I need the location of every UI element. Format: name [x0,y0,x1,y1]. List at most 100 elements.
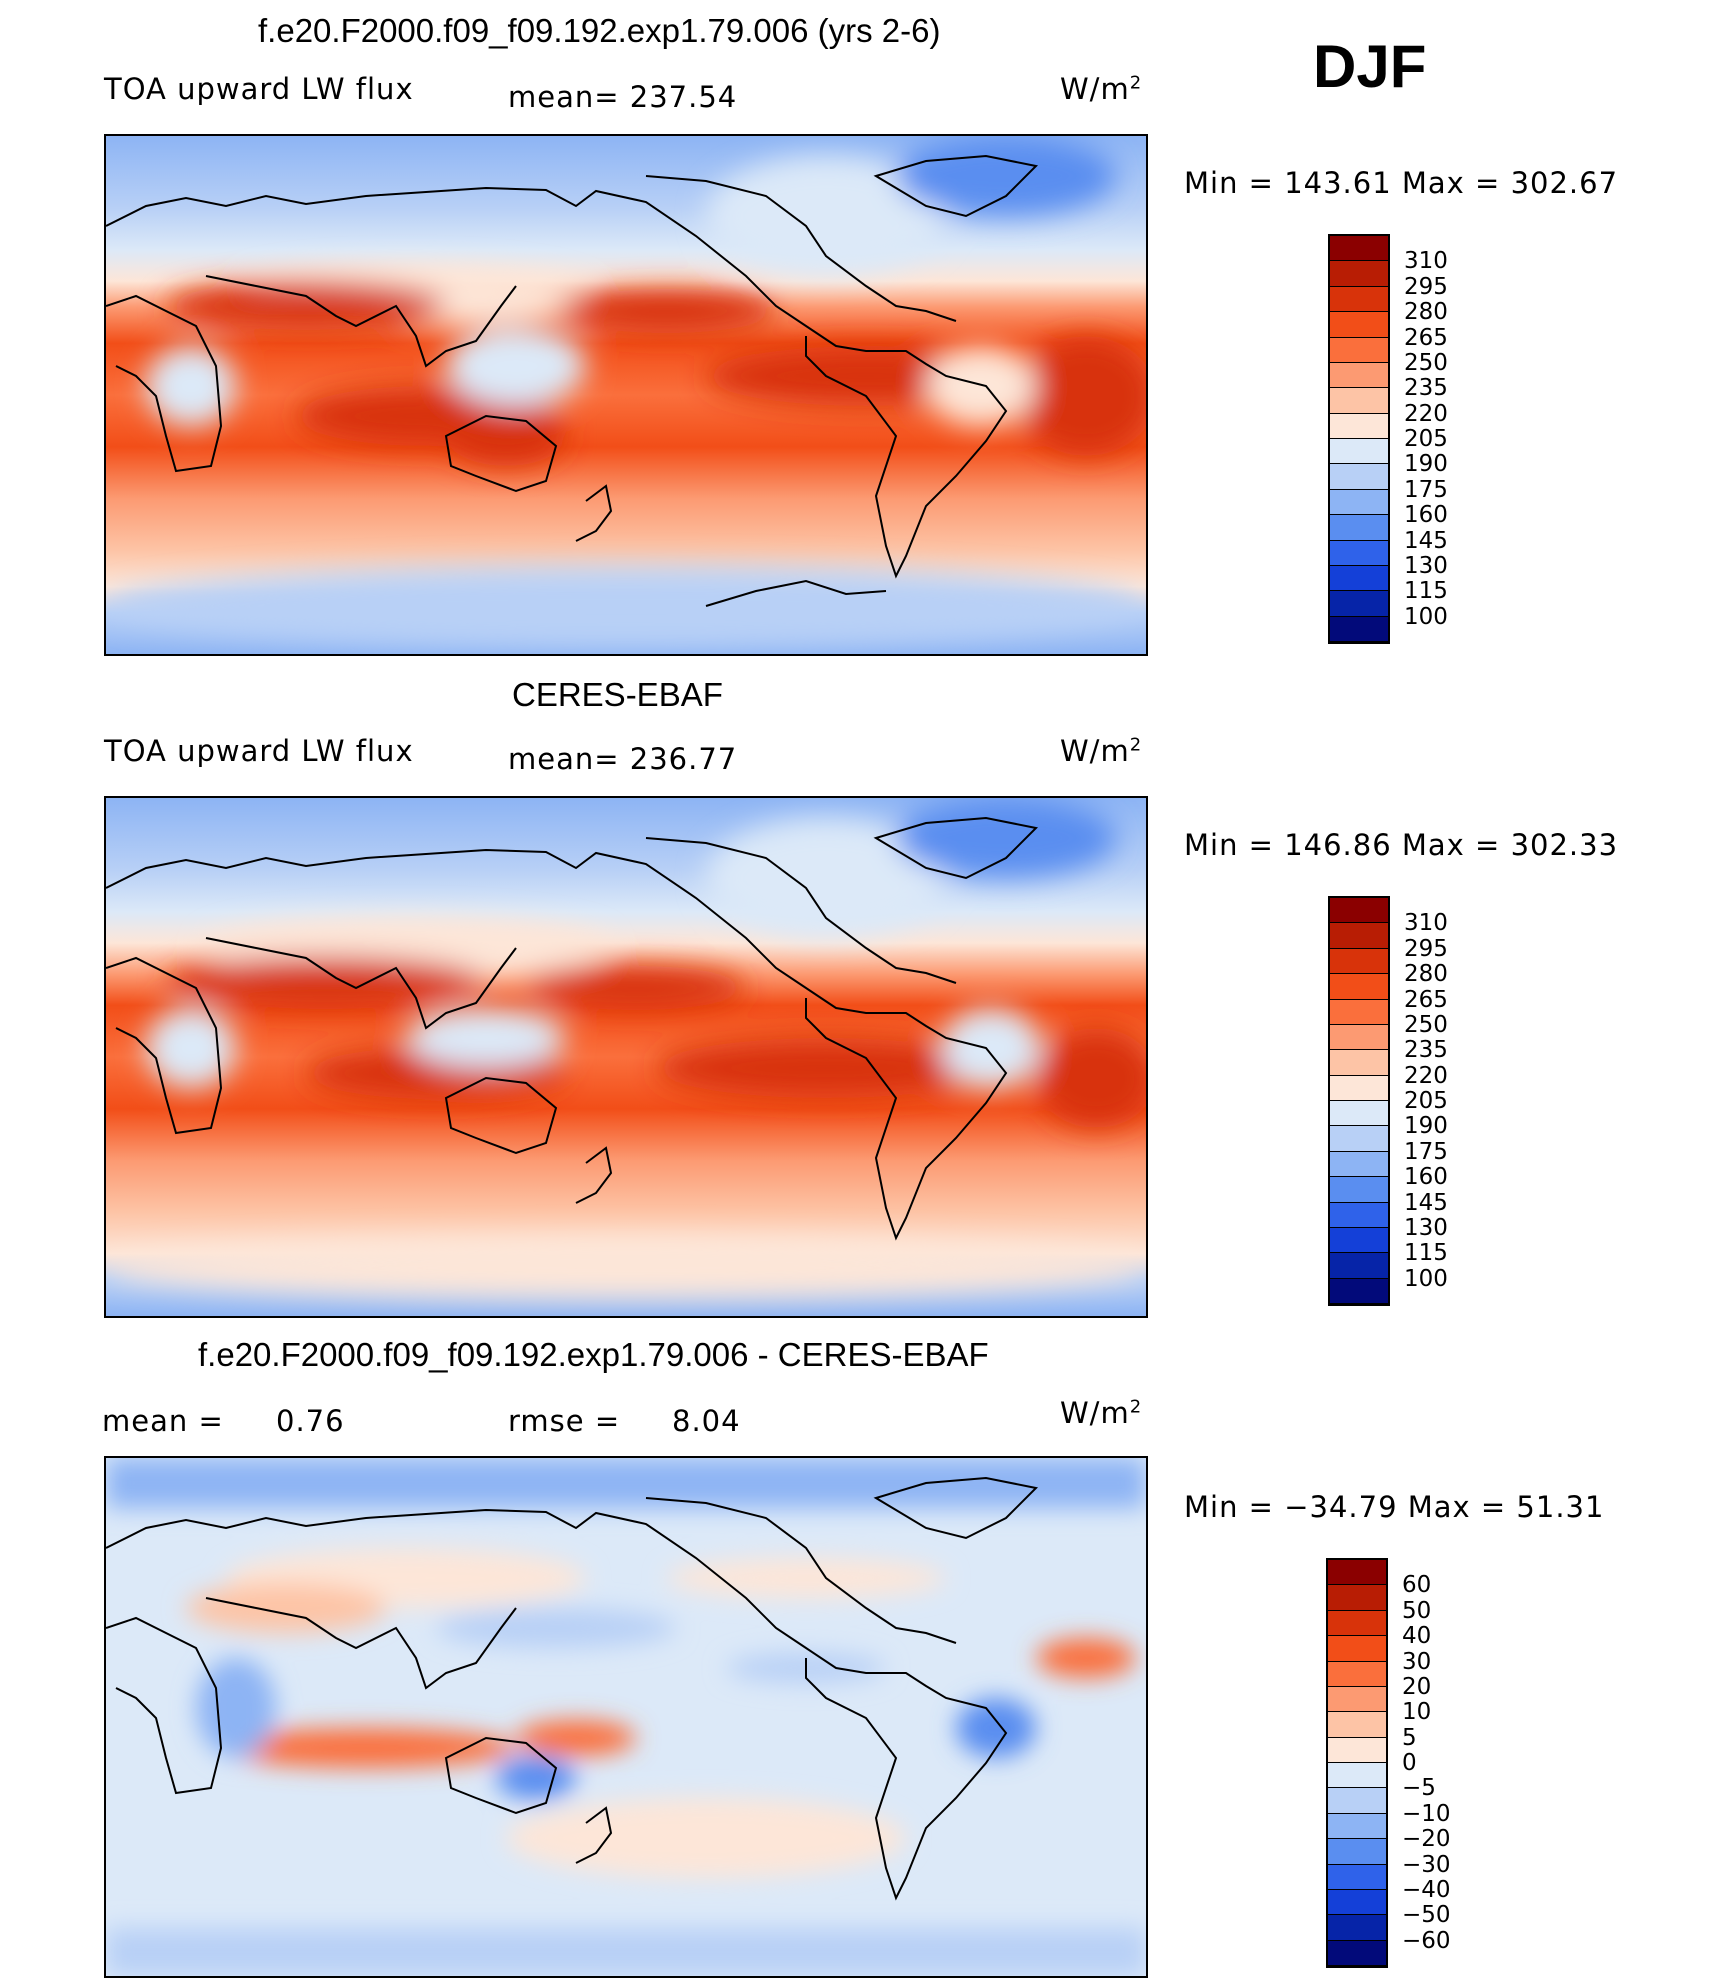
panel-3-rmse-label: rmse = [508,1404,621,1438]
panel-2-units-sup: 2 [1129,734,1143,756]
season-label: DJF [1313,33,1427,100]
panel-2-field [106,798,1146,1316]
panel-2-colorbar: 310 295 280 265 250 235 220 205 190 175 160 145 130 1… [1328,896,1448,1306]
colorbar-swatch [1330,1050,1388,1076]
colorbar-tick-label: 100 [1404,603,1448,630]
colorbar-tick-label: 40 [1402,1623,1432,1650]
panel-2-mean-label: mean= [508,742,620,776]
panel-2-units: W/m2 [1060,734,1142,768]
colorbar-swatch [1330,515,1388,541]
panel-1-units-text: W/m [1060,72,1130,106]
panel-1-colorbar: 310 295 280 265 250 235 220 205 190 175 160 145 130 1… [1328,234,1448,644]
colorbar-tick-label: −50 [1402,1902,1451,1929]
colorbar-swatch [1330,362,1388,389]
colorbar-tick-label: 190 [1404,451,1448,478]
panel-3-colorbar: 60 50 40 30 20 10 5 0 −5 −10 −20 −30 −40 −50 −60 [1326,1558,1451,1968]
panel-2-title: CERES-EBAF [512,676,723,713]
panel-2-variable-label: TOA upward LW flux [104,734,414,768]
colorbar-swatch [1328,1712,1386,1738]
colorbar-swatch [1330,1253,1388,1279]
colorbar-tick-label: 50 [1402,1597,1432,1624]
colorbar-tick-label: 280 [1404,961,1448,988]
colorbar-swatch [1328,1686,1386,1713]
colorbar-tick-label: 100 [1404,1265,1448,1292]
colorbar-tick-label: 175 [1404,476,1448,503]
panel-3-units: W/m2 [1060,1396,1142,1430]
colorbar-tick-label: 115 [1404,1240,1448,1267]
colorbar-tick-label: 190 [1404,1113,1448,1140]
colorbar-swatch [1328,1636,1386,1662]
colorbar-tick-label: 10 [1402,1699,1432,1726]
colorbar-tick-label: 115 [1404,578,1448,605]
panel-2-units-text: W/m [1060,734,1130,768]
colorbar-tick-label: 220 [1404,400,1448,427]
colorbar-tick-label: 205 [1404,426,1448,452]
panel-1-mean: mean= 237.54 [508,80,737,114]
colorbar-swatch [1328,1915,1386,1941]
panel-1-mean-label: mean= [508,80,620,114]
panel-3-minmax: Min = −34.79 Max = 51.31 [1184,1490,1605,1524]
colorbar-swatch [1328,1889,1386,1916]
colorbar-tick-label: −40 [1402,1876,1451,1903]
colorbar-swatch [1330,286,1388,313]
colorbar-swatch [1330,974,1388,1000]
colorbar-swatch [1328,1610,1386,1637]
colorbar-swatch [1328,1737,1386,1763]
colorbar-swatch [1330,312,1388,338]
panel-1-field [106,136,1146,654]
colorbar-swatch [1328,1788,1386,1814]
colorbar-tick-label: −20 [1402,1826,1451,1853]
panel-2-map [104,796,1148,1318]
colorbar-swatch [1330,236,1388,262]
colorbar-swatch [1328,1864,1386,1890]
colorbar-swatch [1330,413,1388,439]
colorbar-tick-label: 220 [1404,1062,1448,1089]
colorbar-tick-label: 295 [1404,935,1448,962]
colorbar-tick-label: 0 [1402,1750,1417,1776]
colorbar-tick-label: 130 [1404,552,1448,579]
colorbar-tick-label: 5 [1402,1724,1417,1751]
colorbar-tick-label: 250 [1404,1011,1448,1038]
colorbar-tick-label: 160 [1404,502,1448,529]
colorbar-swatch [1330,999,1388,1025]
colorbar-tick-label: 145 [1404,527,1448,554]
panel-3-units-sup: 2 [1129,1396,1143,1418]
panel-3-map [104,1456,1148,1978]
colorbar-tick-label: 250 [1404,349,1448,376]
colorbar-tick-label: 130 [1404,1214,1448,1241]
colorbar-swatch [1330,1177,1388,1203]
panel-3-units-text: W/m [1060,1396,1130,1430]
colorbar-swatch [1330,948,1388,975]
colorbar-tick-label: 310 [1404,910,1448,937]
colorbar-swatch [1330,388,1388,414]
panel-2-minmax: Min = 146.86 Max = 302.33 [1184,828,1619,862]
colorbar-swatch [1330,489,1388,516]
colorbar-swatch [1330,1101,1388,1127]
colorbar-tick-label: 145 [1404,1189,1448,1216]
colorbar-swatch [1330,591,1388,617]
colorbar-swatch [1328,1661,1386,1687]
colorbar-swatch [1328,1839,1386,1865]
colorbar-tick-label: 20 [1402,1673,1432,1700]
colorbar-swatch [1330,540,1388,566]
panel-1-map [104,134,1148,656]
colorbar-swatch [1330,898,1388,924]
panel-3-field [106,1458,1146,1976]
colorbar-swatch [1328,1560,1386,1586]
colorbar-tick-label: 175 [1404,1138,1448,1165]
panel-3-rmse-value: 8.04 [672,1404,741,1438]
colorbar-swatch [1330,439,1388,465]
colorbar-tick-label: 265 [1404,324,1448,351]
panel-2-mean-value: 236.77 [629,742,738,776]
colorbar-swatch [1330,923,1388,949]
colorbar-tick-label: 280 [1404,299,1448,326]
colorbar-swatch [1330,1024,1388,1051]
colorbar-tick-label: −30 [1402,1851,1451,1878]
panel-1-title: f.e20.F2000.f09_f09.192.exp1.79.006 (yrs… [258,12,941,49]
colorbar-swatch [1330,464,1388,490]
colorbar-swatch [1330,1075,1388,1101]
colorbar-swatch [1330,565,1388,592]
colorbar-swatch [1328,1813,1386,1840]
colorbar-tick-label: −10 [1402,1800,1451,1827]
colorbar-swatch [1330,616,1388,642]
